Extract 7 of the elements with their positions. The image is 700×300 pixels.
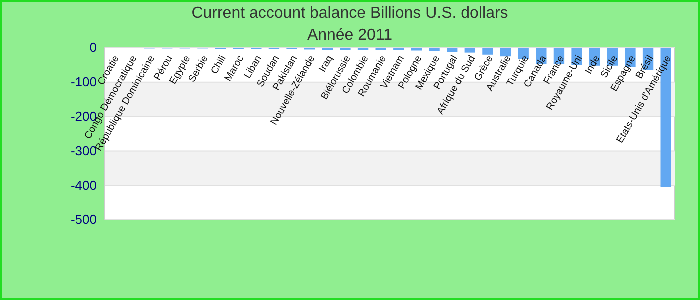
y-tick-label: -100 bbox=[70, 74, 97, 90]
chart-title: Current account balance Billions U.S. dollars bbox=[192, 5, 508, 22]
y-tick-label: -500 bbox=[70, 212, 97, 228]
y-tick-label: -400 bbox=[70, 178, 97, 193]
y-tick-label: -300 bbox=[70, 143, 97, 158]
chart-subtitle: Année 2011 bbox=[307, 27, 393, 44]
y-tick-label: 0 bbox=[90, 40, 97, 56]
